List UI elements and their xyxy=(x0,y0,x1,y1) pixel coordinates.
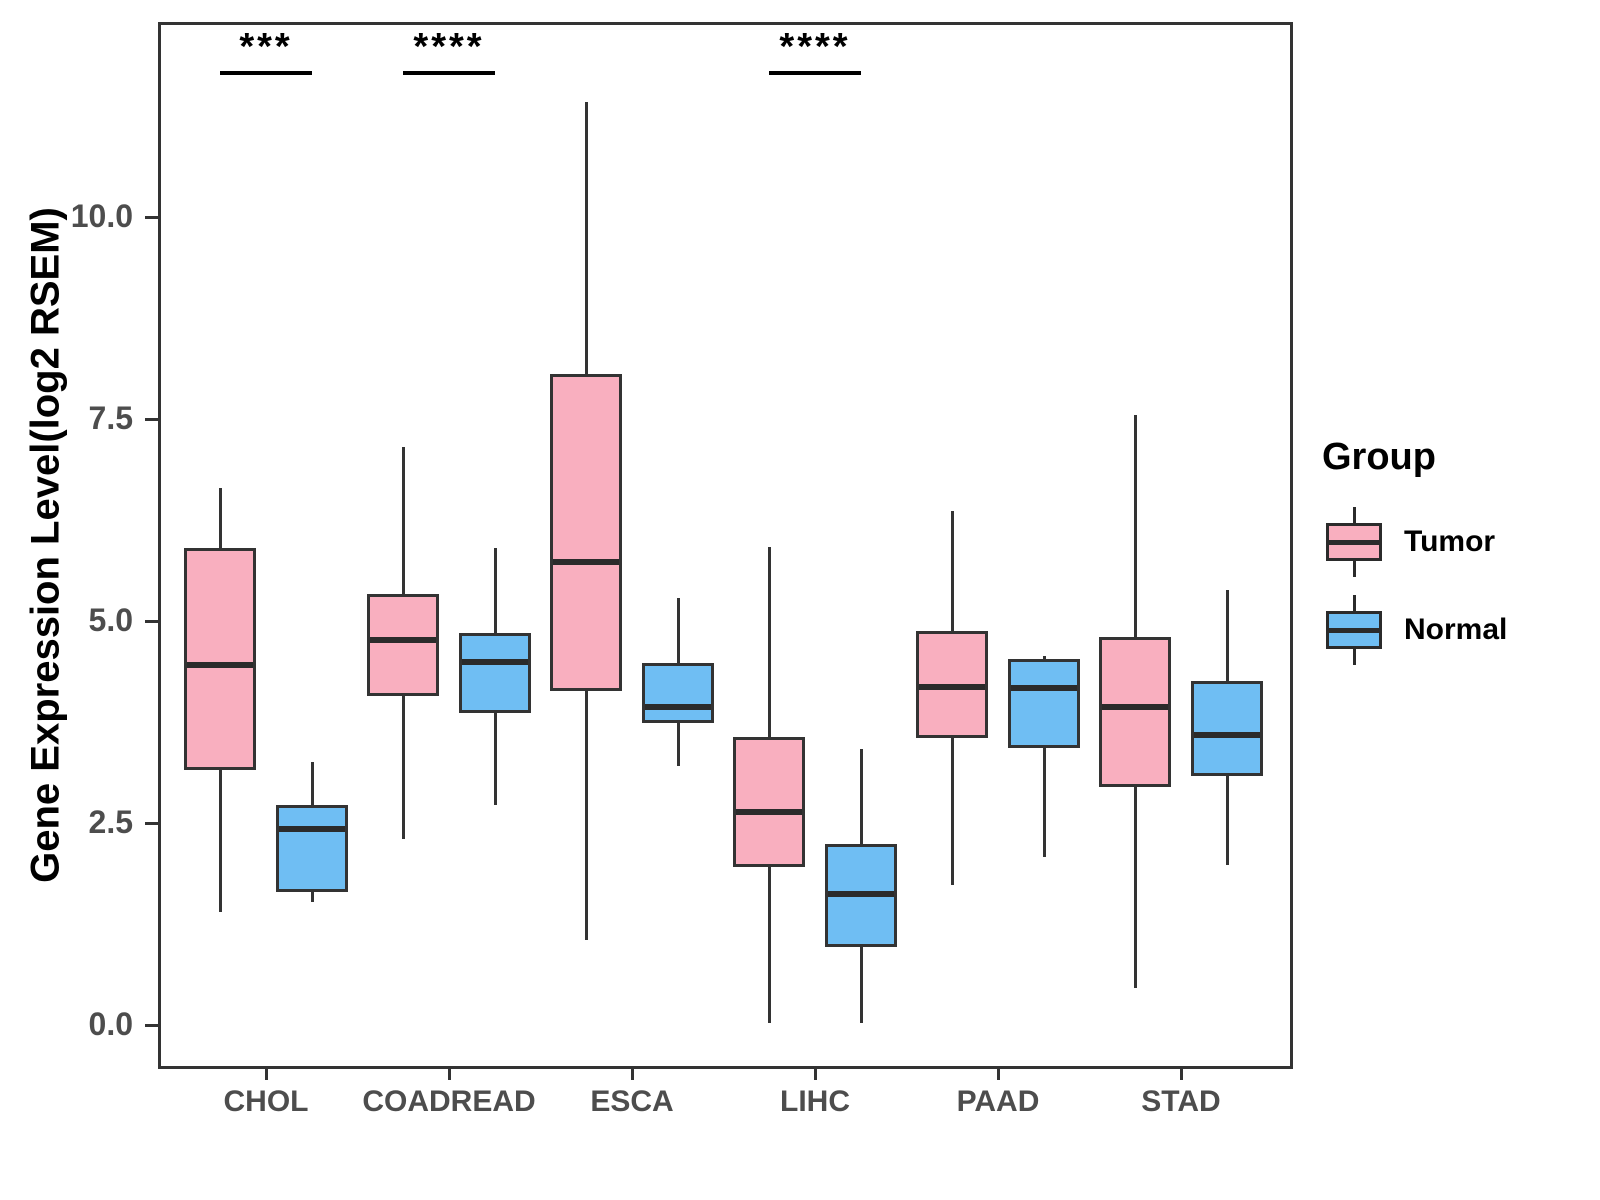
median-Normal-ESCA xyxy=(645,703,711,710)
box-Normal-COADREAD xyxy=(459,633,531,714)
y-tick-label-0.0: 0.0 xyxy=(88,1006,133,1042)
median-Normal-LIHC xyxy=(828,891,894,898)
legend-label-Normal: Normal xyxy=(1404,613,1508,646)
median-Normal-PAAD xyxy=(1011,685,1077,692)
x-tick-COADREAD xyxy=(447,1069,451,1080)
significance-line-CHOL xyxy=(220,71,312,75)
x-tick-PAAD xyxy=(996,1069,1000,1080)
legend-swatch-median xyxy=(1329,627,1379,633)
legend-entry-Tumor: Tumor xyxy=(1322,505,1592,579)
significance-label-COADREAD: **** xyxy=(413,26,485,68)
median-Tumor-LIHC xyxy=(736,808,802,815)
x-tick-label-COADREAD: COADREAD xyxy=(362,1085,536,1118)
box-Normal-PAAD xyxy=(1008,658,1080,748)
whisker-Normal-PAAD xyxy=(1042,655,1046,857)
box-Tumor-STAD xyxy=(1099,637,1171,787)
box-Normal-CHOL xyxy=(276,805,348,892)
significance-line-LIHC xyxy=(769,71,861,75)
box-Normal-STAD xyxy=(1191,680,1263,777)
median-Normal-STAD xyxy=(1194,731,1260,738)
y-tick-label-7.5: 7.5 xyxy=(88,400,133,436)
significance-label-CHOL: *** xyxy=(239,26,293,68)
significance-line-COADREAD xyxy=(403,71,495,75)
median-Tumor-STAD xyxy=(1102,703,1168,710)
median-Tumor-COADREAD xyxy=(370,637,436,644)
legend-title: Group xyxy=(1322,436,1436,478)
legend-boxplot-swatch-Normal xyxy=(1322,593,1386,667)
legend-swatch-median xyxy=(1329,539,1379,545)
box-Tumor-COADREAD xyxy=(367,594,439,697)
legend-entry-Normal: Normal xyxy=(1322,593,1592,667)
legend-label-Tumor: Tumor xyxy=(1404,525,1496,558)
x-tick-STAD xyxy=(1179,1069,1183,1080)
median-Normal-COADREAD xyxy=(462,659,528,666)
x-tick-label-LIHC: LIHC xyxy=(780,1085,850,1118)
box-Tumor-LIHC xyxy=(733,737,805,867)
x-tick-label-PAAD: PAAD xyxy=(956,1085,1040,1118)
legend: Group Tumor Normal xyxy=(1322,436,1592,681)
significance-label-LIHC: **** xyxy=(779,26,851,68)
x-tick-ESCA xyxy=(630,1069,634,1080)
y-tick-2.5 xyxy=(145,821,158,825)
y-tick-label-10.0: 10.0 xyxy=(70,198,133,234)
box-Tumor-ESCA xyxy=(550,373,622,692)
legend-entries: Tumor Normal xyxy=(1322,505,1592,667)
plot-panel xyxy=(158,22,1293,1069)
median-Tumor-PAAD xyxy=(919,684,985,691)
y-tick-0.0 xyxy=(145,1023,158,1027)
y-tick-label-2.5: 2.5 xyxy=(88,804,133,840)
y-tick-7.5 xyxy=(145,417,158,421)
median-Tumor-CHOL xyxy=(187,662,253,669)
x-tick-LIHC xyxy=(813,1069,817,1080)
y-tick-5.0 xyxy=(145,619,158,623)
y-tick-label-5.0: 5.0 xyxy=(88,602,133,638)
x-tick-label-ESCA: ESCA xyxy=(590,1085,674,1118)
x-tick-CHOL xyxy=(264,1069,268,1080)
x-tick-label-STAD: STAD xyxy=(1141,1085,1221,1118)
legend-boxplot-swatch-Tumor xyxy=(1322,505,1386,579)
x-tick-label-CHOL: CHOL xyxy=(223,1085,309,1118)
box-Tumor-CHOL xyxy=(184,548,256,771)
box-Normal-ESCA xyxy=(642,663,714,723)
median-Normal-CHOL xyxy=(279,826,345,833)
y-tick-10.0 xyxy=(145,215,158,219)
median-Tumor-ESCA xyxy=(553,559,619,566)
